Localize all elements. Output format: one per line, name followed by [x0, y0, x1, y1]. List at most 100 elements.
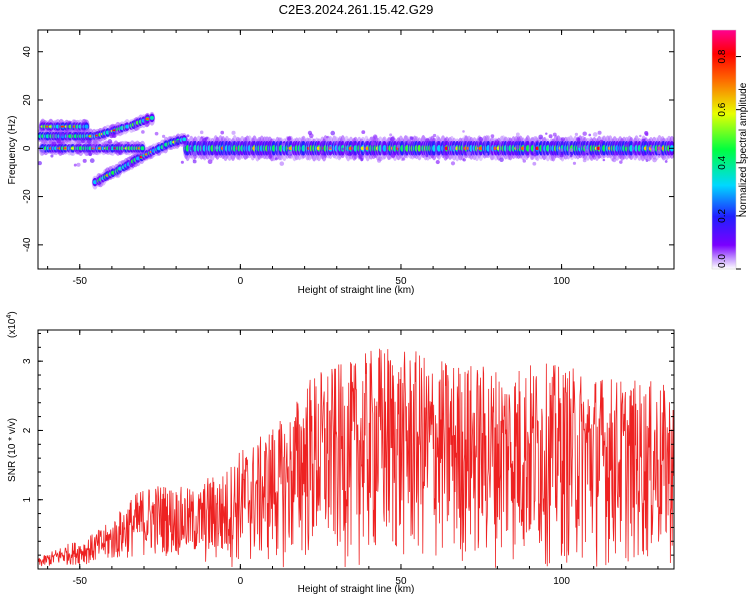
spectrogram-cell [125, 124, 130, 129]
spectrogram-speck [331, 151, 334, 154]
spectrogram-speck [390, 153, 396, 158]
spectrogram-cell [149, 115, 154, 120]
snr-x-tick-label: -50 [73, 576, 88, 587]
spectrogram-ticks: -50 0 50 100 -40 -20 0 20 40 [22, 30, 674, 287]
spectrogram-speck [478, 136, 484, 142]
spectrogram-speck [199, 130, 204, 135]
spectrogram-speck [425, 138, 430, 143]
spectrogram-speck [645, 159, 649, 162]
spectrogram-speck [279, 161, 285, 166]
snr-y-axis-label: SNR (10 * v/v) [7, 418, 18, 482]
spectrogram-speck [401, 157, 406, 161]
spectrogram-cell [84, 124, 89, 129]
spectrogram-speck [462, 158, 466, 162]
spectrogram-speck [269, 154, 273, 158]
snr-x-tick-label: 100 [553, 576, 570, 587]
spectrogram-speck [192, 151, 197, 156]
spectrogram-speck [466, 151, 472, 156]
spectrogram-speck [82, 158, 87, 163]
spectrogram-speck [602, 158, 606, 162]
spectrogram-speck [180, 160, 184, 164]
spectrogram-speck [85, 136, 89, 140]
spectrogram-speck [574, 132, 579, 136]
spectrogram-cell [382, 144, 387, 152]
spectrogram-speck [117, 142, 121, 146]
spectrogram-speck [588, 133, 592, 137]
spectrogram-x-tick-label: 50 [395, 276, 407, 287]
spectrogram-speck [326, 135, 329, 139]
spectrogram-y-tick-label: 40 [22, 46, 33, 58]
spectrogram-speck [450, 161, 456, 166]
spectrogram-speck [192, 159, 197, 164]
spectrogram-speck [291, 143, 295, 147]
snr-x-tick-label: 0 [238, 576, 244, 587]
spectrogram-speck [533, 152, 537, 157]
spectrogram-y-tick-label: 0 [22, 145, 33, 151]
spectrogram-speck [91, 144, 95, 149]
spectrogram-speck [107, 146, 112, 151]
spectrogram-speck [515, 132, 520, 137]
spectrogram-speck [591, 154, 596, 158]
spectrogram-speck [409, 136, 414, 140]
spectrogram-speck [358, 154, 363, 159]
spectrogram-speck [360, 158, 364, 161]
spectrogram-speck [73, 163, 77, 167]
spectrogram-speck [88, 152, 92, 157]
snr-y-multiplier-close: ) [7, 311, 18, 314]
spectrogram-speck [644, 131, 649, 136]
spectrogram-speck [494, 139, 500, 145]
snr-x-tick-label: 50 [395, 576, 407, 587]
colorbar-tick-label: 0.4 [717, 155, 728, 169]
spectrogram-x-tick-label: -50 [73, 276, 88, 287]
spectrogram-speck [458, 149, 463, 154]
spectrogram-speck [370, 141, 376, 146]
spectrogram-speck [76, 150, 80, 154]
spectrogram-speck [40, 148, 45, 153]
snr-y-multiplier-exponent: 4 [6, 315, 13, 319]
spectrogram-speck [582, 131, 587, 136]
spectrogram-speck [286, 136, 292, 141]
spectrogram-speck [186, 134, 190, 138]
spectrogram-speck [577, 143, 582, 148]
spectrogram-speck [406, 139, 412, 144]
spectrogram-speck [384, 152, 388, 156]
spectrogram-speck [576, 137, 581, 142]
spectrogram-speck [650, 147, 655, 152]
spectrogram-speck [353, 142, 357, 146]
colorbar-tick-label: 0.2 [717, 209, 728, 223]
spectrogram-speck [572, 161, 577, 165]
spectrogram-speck [320, 150, 324, 154]
colorbar: 0.0 0.2 0.4 0.6 0.8 Normalized spectral ampl… [711, 29, 749, 270]
spectrogram-speck [50, 154, 54, 158]
spectrogram-y-tick-label: -40 [22, 237, 33, 252]
colorbar-tick-label: 0.6 [717, 102, 728, 116]
spectrogram-speck [584, 148, 590, 154]
spectrogram-cell [182, 137, 187, 142]
spectrogram-speck [533, 136, 538, 141]
spectrogram-speck [613, 152, 617, 156]
spectrogram-speck [120, 160, 125, 165]
spectrogram-speck [288, 150, 293, 155]
spectrogram-x-axis-label: Height of straight line (km) [298, 285, 415, 296]
snr-x-axis-label: Height of straight line (km) [298, 584, 415, 595]
spectrogram-speck [372, 134, 378, 140]
spectrogram-speck [550, 141, 554, 146]
spectrogram-speck [327, 146, 332, 150]
spectrogram-speck [583, 145, 587, 150]
colorbar-tick-label: 0.8 [717, 49, 728, 63]
spectrogram-speck [335, 141, 339, 145]
spectrogram-speck [112, 134, 116, 139]
spectrogram-speck [545, 132, 548, 135]
spectrogram-speck [657, 145, 662, 151]
spectrogram-speck [56, 138, 61, 144]
spectrogram-speck [51, 133, 57, 139]
spectrogram-speck [649, 145, 653, 149]
snr-y-tick-label: 2 [22, 427, 33, 433]
spectrogram-speck [51, 141, 57, 147]
spectrogram-speck [176, 139, 180, 144]
spectrogram-speck [597, 130, 602, 135]
spectrogram-speck [582, 158, 587, 163]
spectrogram-speck [599, 139, 604, 144]
spectrogram-speck [569, 154, 573, 158]
